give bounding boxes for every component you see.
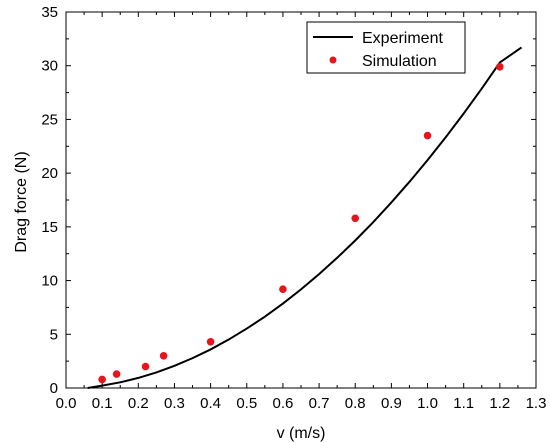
simulation-point — [98, 375, 106, 384]
x-tick-label: 0.7 — [309, 395, 330, 412]
legend-dot-marker — [329, 56, 337, 64]
simulation-point — [159, 351, 168, 360]
x-tick-label: 0.6 — [272, 395, 293, 412]
y-tick-label: 25 — [41, 111, 58, 128]
x-tick-label: 1.0 — [417, 395, 438, 412]
x-tick-label: 1.3 — [526, 395, 547, 412]
legend-label-experiment: Experiment — [362, 30, 443, 47]
x-tick-label: 0.1 — [92, 395, 113, 412]
simulation-point — [141, 362, 150, 371]
y-tick-label: 5 — [50, 326, 58, 343]
y-tick-label: 20 — [41, 165, 58, 182]
x-tick-label: 0.4 — [200, 395, 221, 412]
simulation-point — [496, 62, 504, 71]
x-axis-label: v (m/s) — [277, 425, 326, 442]
simulation-point — [279, 285, 287, 293]
legend-label-simulation: Simulation — [362, 53, 437, 70]
x-tick-label: 0.8 — [345, 395, 366, 412]
x-tick-label: 0.2 — [128, 395, 149, 412]
y-tick-label: 0 — [50, 380, 58, 397]
x-tick-label: 0.3 — [164, 395, 185, 412]
y-tick-label: 30 — [41, 58, 58, 75]
x-tick-label: 0.0 — [56, 395, 77, 412]
x-tick-label: 1.1 — [453, 395, 474, 412]
simulation-point — [351, 214, 360, 223]
y-axis-label: Drag force (N) — [13, 151, 30, 252]
simulation-point — [423, 131, 432, 140]
simulation-point — [112, 370, 121, 378]
legend-box — [306, 21, 466, 74]
y-tick-label: 35 — [41, 4, 58, 21]
x-tick-label: 0.5 — [236, 395, 257, 412]
x-tick-label: 1.2 — [489, 395, 510, 412]
experiment-line — [87, 46, 523, 389]
y-tick-label: 15 — [41, 219, 58, 236]
x-tick-label: 0.9 — [381, 395, 402, 412]
legend: Experiment Simulation — [306, 21, 466, 74]
y-tick-label: 10 — [41, 273, 58, 290]
simulation-point — [206, 338, 215, 346]
